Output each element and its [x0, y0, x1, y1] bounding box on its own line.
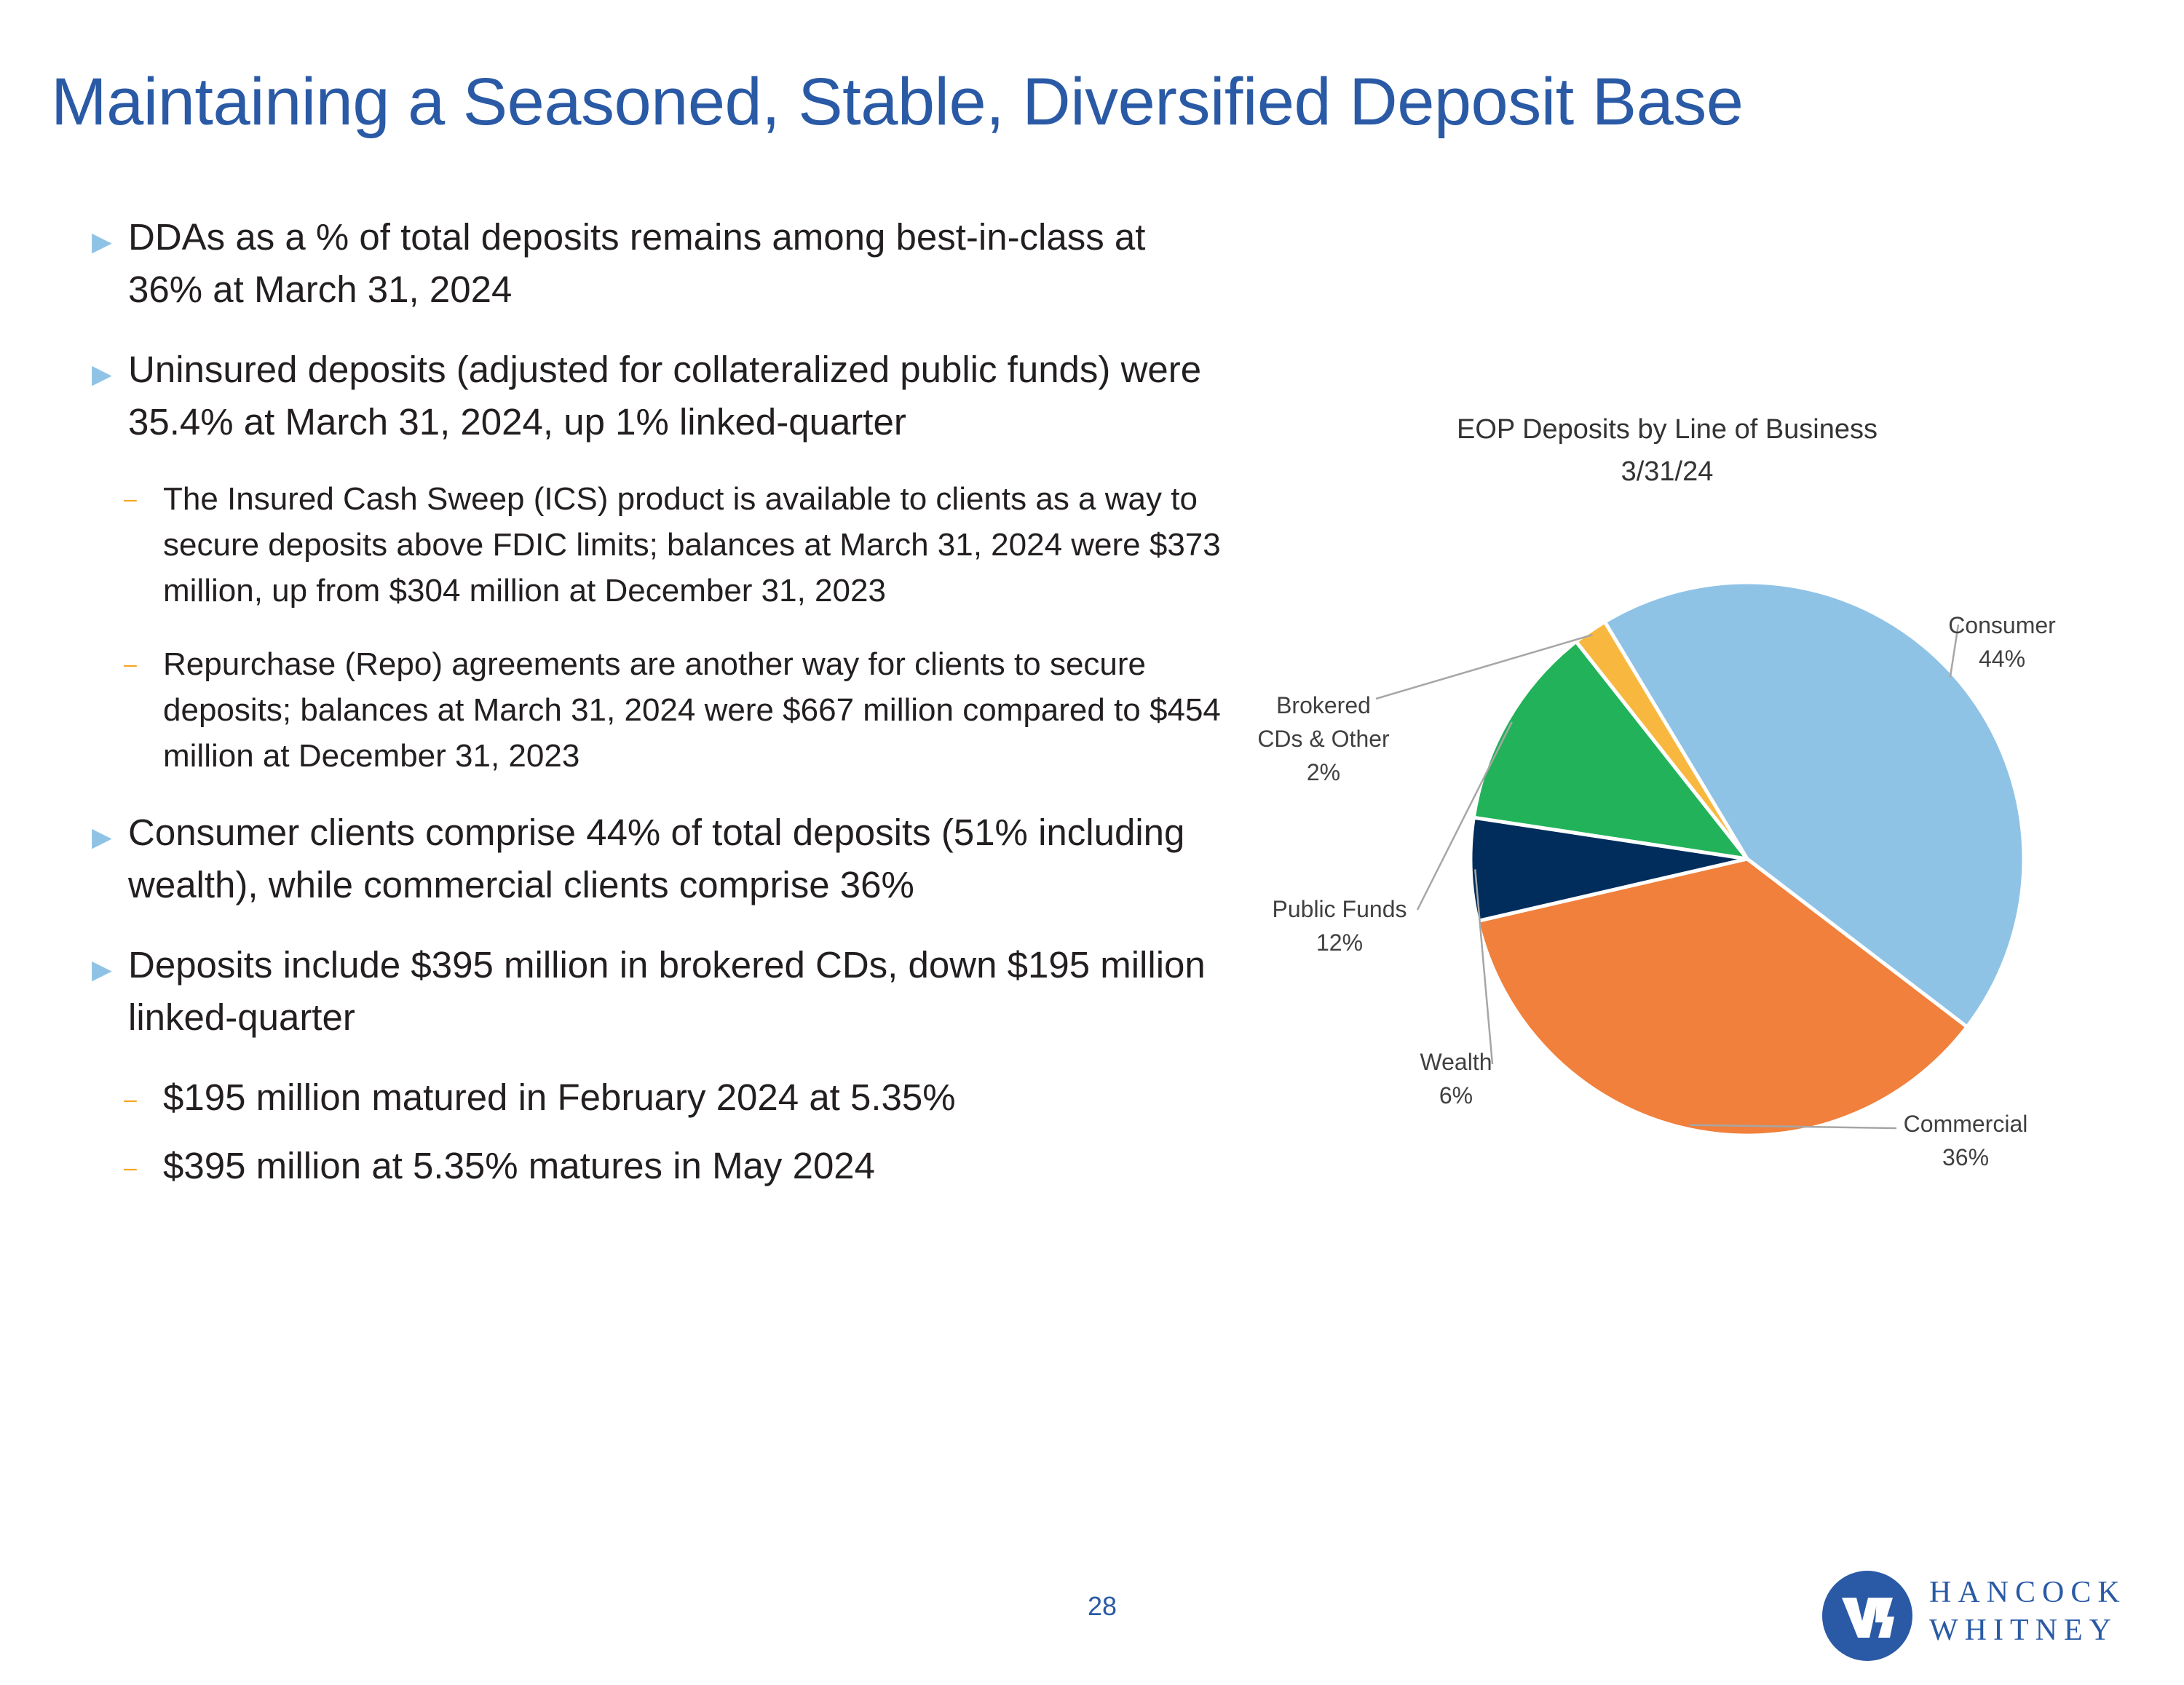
data-label-category: Brokered — [1276, 692, 1371, 718]
chart-title-text: EOP Deposits by Line of Business — [1457, 414, 1878, 445]
data-label-value: 36% — [1942, 1144, 1989, 1170]
bullet-item: ▶ Consumer clients comprise 44% of total … — [87, 806, 1223, 911]
sub-bullet-dash-icon: – — [124, 651, 137, 677]
data-label-category: CDs & Other — [1257, 726, 1390, 752]
data-label-category: Public Funds — [1273, 896, 1407, 922]
data-label: Commercial 36% — [1904, 1111, 2028, 1170]
pie-chart-svg: EOP Deposits by Line of Business 3/31/24 C… — [1257, 414, 2056, 1170]
bullet-item: ▶ Uninsured deposits (adjusted for collat… — [87, 344, 1223, 448]
leader-line — [1416, 721, 1513, 911]
data-label: Wealth 6% — [1420, 1049, 1492, 1109]
chart-title: EOP Deposits by Line of Business 3/31/24 — [1457, 414, 1878, 487]
leader-line — [1689, 1124, 1897, 1130]
pie-slice-public-funds — [1471, 638, 1752, 862]
sub-bullet-dash-icon: – — [124, 1086, 137, 1112]
bullet-list: ▶ DDAs as a % of total deposits remains a… — [87, 211, 1223, 1208]
leader-line — [1375, 633, 1593, 700]
leader-line — [1474, 869, 1494, 1065]
data-label: Brokered CDs & Other 2% — [1257, 692, 1390, 785]
bullet-triangle-icon: ▶ — [92, 359, 112, 389]
bullet-text: Deposits include $395 million in brokere… — [128, 944, 1206, 1038]
pie-slice-commercial — [1475, 857, 1970, 1138]
sub-bullet-item: – The Insured Cash Sweep (ICS) product is… — [47, 476, 1223, 614]
logo-mark-icon — [1822, 1571, 1912, 1661]
sub-bullet-text: $195 million matured in February 2024 at… — [163, 1077, 956, 1118]
sub-bullet-text: $395 million at 5.35% matures in May 202… — [163, 1145, 876, 1186]
sub-bullet-item: – $195 million matured in February 2024 a… — [47, 1071, 1223, 1124]
pie-chart: EOP Deposits by Line of Business 3/31/24 C… — [1208, 393, 2082, 1266]
bullet-text: Consumer clients comprise 44% of total d… — [128, 812, 1185, 905]
data-label-value: 6% — [1439, 1082, 1473, 1109]
leader-line — [1949, 624, 1960, 678]
logo-wordmark: HANCOCK WHITNEY — [1929, 1574, 2126, 1649]
bullet-text: Uninsured deposits (adjusted for collate… — [128, 349, 1202, 443]
data-label-value: 12% — [1316, 929, 1363, 956]
bullet-item: ▶ Deposits include $395 million in broker… — [87, 939, 1223, 1044]
logo-line-2: WHITNEY — [1929, 1614, 2118, 1647]
sub-bullet-text: Repurchase (Repo) agreements are another… — [163, 646, 1221, 774]
sub-bullet-item: – $395 million at 5.35% matures in May 20… — [47, 1140, 1223, 1192]
pie-slice-wealth — [1468, 815, 1748, 924]
bullet-item: ▶ DDAs as a % of total deposits remains a… — [87, 211, 1223, 316]
chart-subtitle-text: 3/31/24 — [1621, 456, 1714, 487]
data-label-category: Commercial — [1904, 1111, 2028, 1137]
data-label-value: 2% — [1307, 759, 1340, 785]
hancock-whitney-logo: HANCOCK WHITNEY — [1820, 1565, 2148, 1667]
page-number: 28 — [1087, 1591, 1117, 1621]
pie-slice-brokered-cds-other — [1573, 619, 1749, 860]
bullet-triangle-icon: ▶ — [92, 954, 112, 984]
data-label: Public Funds 12% — [1273, 896, 1407, 956]
data-label-category: Consumer — [1948, 612, 2056, 638]
bullet-triangle-icon: ▶ — [92, 226, 112, 256]
sub-bullet-text: The Insured Cash Sweep (ICS) product is … — [163, 481, 1221, 608]
bullet-triangle-icon: ▶ — [92, 822, 112, 852]
page-title: Maintaining a Seasoned, Stable, Diversif… — [51, 65, 1744, 139]
bullet-text: DDAs as a % of total deposits remains am… — [128, 216, 1146, 310]
sub-bullet-dash-icon: – — [124, 1154, 137, 1181]
pie-slice-consumer — [1602, 580, 2026, 1030]
data-label: Consumer 44% — [1948, 612, 2056, 672]
sub-bullet-item: – Repurchase (Repo) agreements are anothe… — [47, 641, 1223, 779]
data-label-value: 44% — [1979, 646, 2025, 672]
data-label-category: Wealth — [1420, 1049, 1492, 1075]
sub-bullet-dash-icon: – — [124, 485, 137, 512]
logo-line-1: HANCOCK — [1929, 1576, 2126, 1609]
